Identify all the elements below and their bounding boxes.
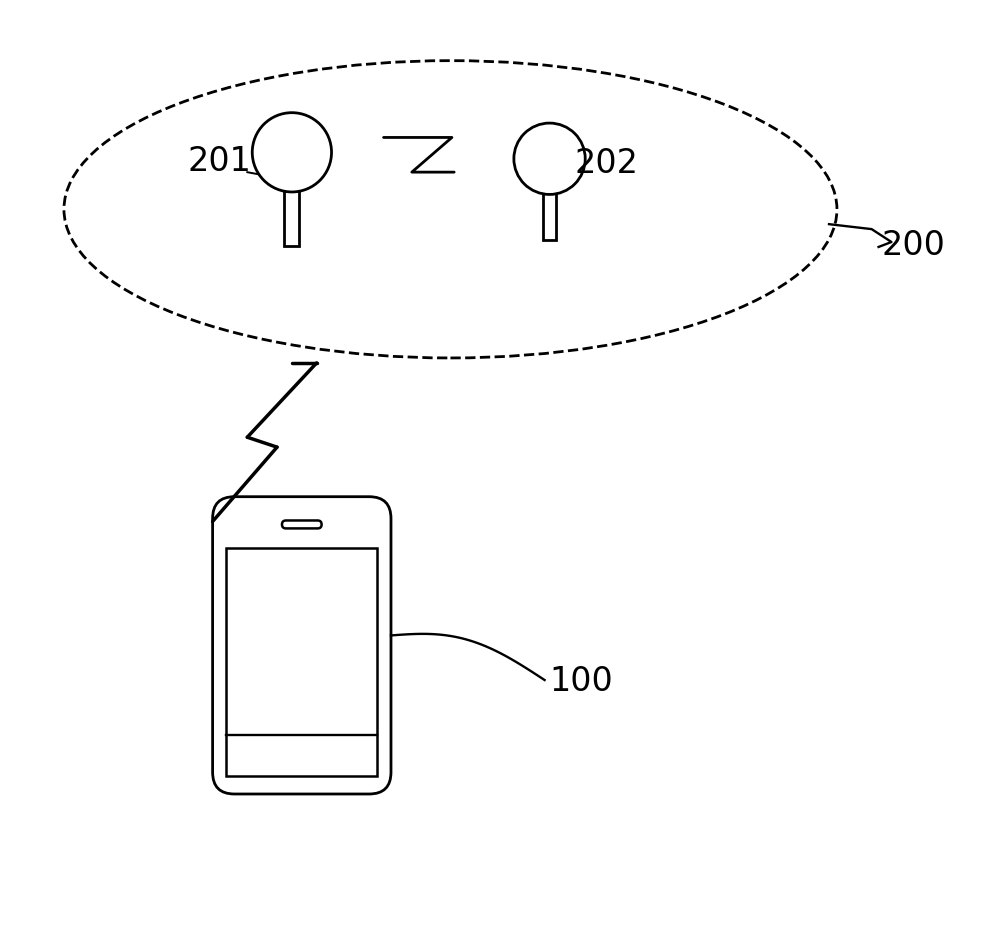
Circle shape [252,113,332,193]
FancyBboxPatch shape [226,549,377,776]
Text: 100: 100 [550,665,613,697]
Circle shape [514,124,585,196]
Ellipse shape [64,61,837,359]
FancyBboxPatch shape [543,159,556,241]
Text: 201: 201 [188,145,252,177]
Text: 200: 200 [882,229,945,261]
Text: 202: 202 [574,146,638,180]
FancyBboxPatch shape [282,521,322,528]
FancyBboxPatch shape [213,497,391,794]
FancyBboxPatch shape [284,153,299,248]
